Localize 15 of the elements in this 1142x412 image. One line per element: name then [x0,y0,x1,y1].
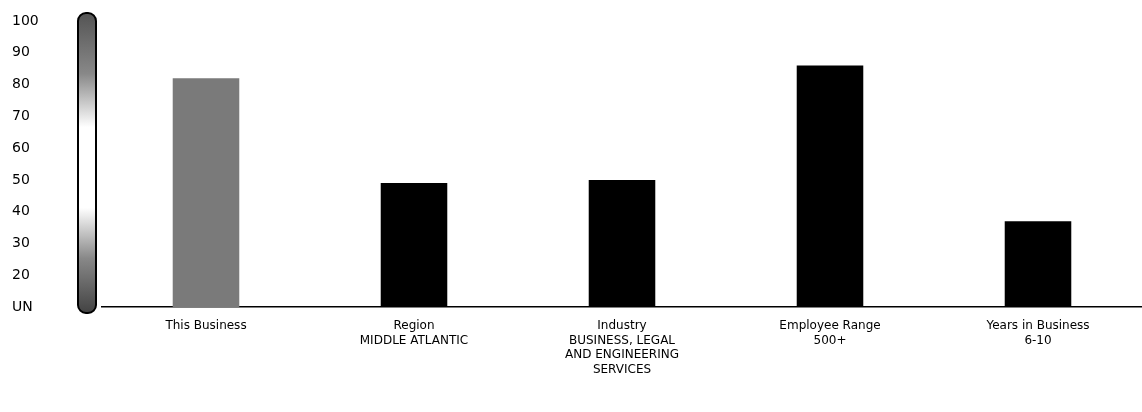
y-tick-label: 70 [12,106,30,123]
y-tick-label: 40 [12,202,30,219]
y-tick-label: 80 [12,75,30,92]
y-tick-label: 20 [12,265,30,282]
y-tick-label: UN [12,297,33,314]
y-tick-label: 60 [12,138,30,155]
x-tick-label: Industry BUSINESS, LEGAL AND ENGINEERING SERVICES [565,318,679,376]
x-tick-label: Employee Range 500+ [779,318,881,347]
y-tick-label: 90 [12,43,30,60]
x-tick-label: This Business [164,318,247,333]
y-tick-label: 30 [12,234,30,251]
x-tick-label: Years in Business 6-10 [985,318,1090,347]
x-tick-label: Region MIDDLE ATLANTIC [359,318,469,347]
y-tick-label: 50 [12,170,30,187]
y-tick-label: 100 [12,11,39,28]
